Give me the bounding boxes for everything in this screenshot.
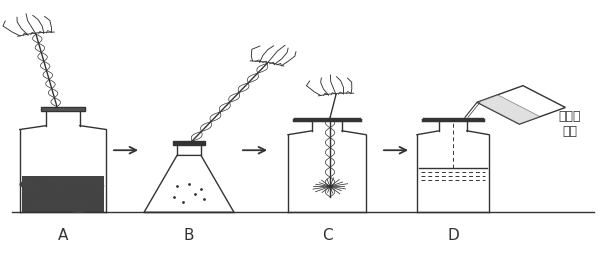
Text: C: C — [322, 228, 332, 243]
Circle shape — [43, 204, 55, 209]
Text: D: D — [447, 228, 459, 243]
Circle shape — [31, 199, 41, 203]
Text: 澄清石
灰水: 澄清石 灰水 — [559, 110, 581, 138]
Circle shape — [90, 177, 103, 183]
Circle shape — [32, 183, 40, 186]
Circle shape — [35, 206, 45, 211]
Circle shape — [47, 199, 58, 204]
Polygon shape — [173, 141, 205, 145]
Circle shape — [70, 198, 80, 203]
Circle shape — [47, 178, 60, 183]
Polygon shape — [22, 176, 104, 212]
Circle shape — [24, 179, 33, 183]
Circle shape — [48, 198, 61, 204]
Text: B: B — [184, 228, 194, 243]
Text: A: A — [58, 228, 68, 243]
Circle shape — [53, 204, 64, 208]
Circle shape — [25, 180, 36, 185]
Circle shape — [59, 201, 74, 207]
Circle shape — [34, 198, 45, 203]
Circle shape — [60, 190, 68, 193]
Circle shape — [95, 184, 104, 188]
Polygon shape — [477, 95, 540, 124]
Circle shape — [83, 201, 92, 205]
Circle shape — [52, 198, 64, 203]
Circle shape — [66, 203, 74, 207]
Polygon shape — [41, 107, 85, 111]
Circle shape — [20, 182, 32, 187]
Circle shape — [71, 206, 86, 212]
Circle shape — [67, 179, 74, 183]
Circle shape — [77, 178, 90, 184]
Circle shape — [67, 203, 75, 206]
Circle shape — [55, 184, 64, 187]
